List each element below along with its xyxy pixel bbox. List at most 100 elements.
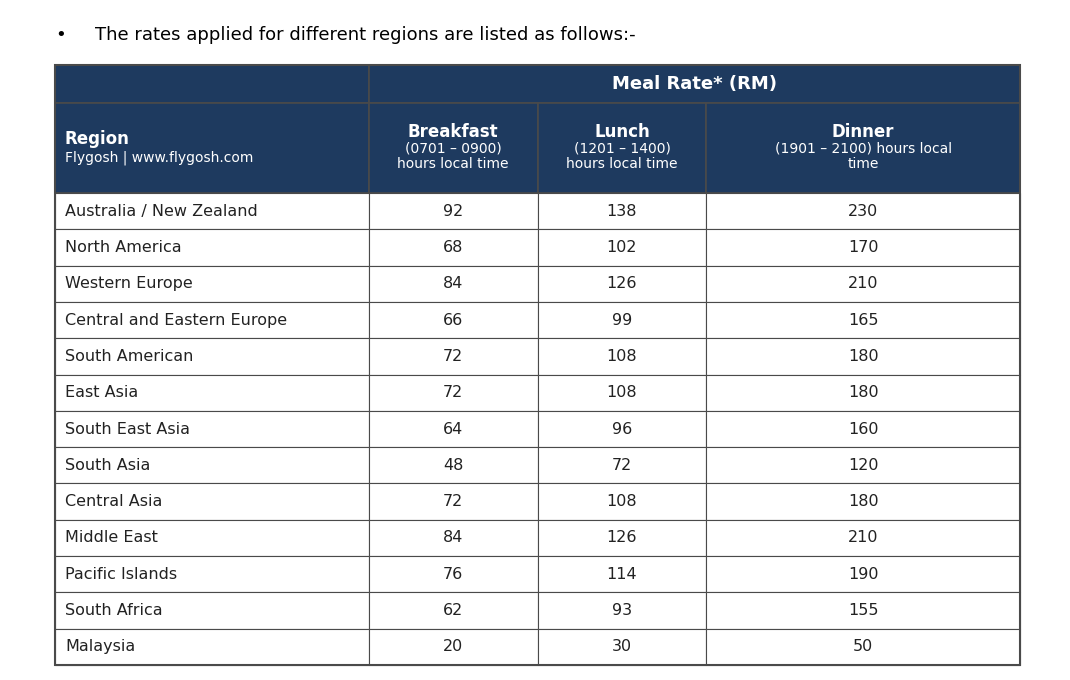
Text: 102: 102: [607, 240, 638, 255]
Text: hours local time: hours local time: [566, 157, 677, 171]
Bar: [706, 520, 1020, 556]
Bar: [537, 556, 706, 592]
Bar: [706, 592, 1020, 629]
Bar: [369, 629, 537, 665]
Text: 62: 62: [443, 603, 463, 618]
Text: (0701 – 0900): (0701 – 0900): [404, 141, 502, 155]
Text: 72: 72: [612, 458, 632, 473]
Bar: [369, 592, 537, 629]
Bar: [55, 375, 369, 411]
Bar: [537, 483, 706, 520]
Bar: [369, 103, 537, 193]
Text: 120: 120: [847, 458, 878, 473]
Text: North America: North America: [65, 240, 182, 255]
Text: 108: 108: [607, 349, 638, 364]
Bar: [55, 411, 369, 447]
Text: South East Asia: South East Asia: [65, 422, 190, 437]
Text: The rates applied for different regions are listed as follows:-: The rates applied for different regions …: [95, 26, 636, 44]
Text: Malaysia: Malaysia: [65, 639, 135, 654]
Text: Pacific Islands: Pacific Islands: [65, 566, 178, 581]
Text: 108: 108: [607, 385, 638, 401]
Text: Meal Rate* (RM): Meal Rate* (RM): [612, 75, 777, 93]
Text: 165: 165: [847, 313, 878, 328]
Text: 210: 210: [847, 276, 878, 291]
Bar: [537, 520, 706, 556]
Text: 180: 180: [847, 349, 878, 364]
Bar: [55, 520, 369, 556]
Bar: [706, 483, 1020, 520]
Text: Australia / New Zealand: Australia / New Zealand: [65, 203, 258, 219]
Text: South American: South American: [65, 349, 194, 364]
Bar: [369, 65, 1020, 103]
Text: 99: 99: [612, 313, 632, 328]
Text: Lunch: Lunch: [594, 123, 649, 141]
Text: 160: 160: [847, 422, 878, 437]
Bar: [706, 411, 1020, 447]
Bar: [537, 375, 706, 411]
Text: East Asia: East Asia: [65, 385, 138, 401]
Text: 64: 64: [443, 422, 463, 437]
Text: 108: 108: [607, 494, 638, 509]
Bar: [55, 193, 369, 229]
Bar: [55, 338, 369, 375]
Bar: [706, 302, 1020, 338]
Text: 72: 72: [443, 494, 463, 509]
Bar: [369, 266, 537, 302]
Bar: [369, 302, 537, 338]
Text: 96: 96: [612, 422, 632, 437]
Text: South Asia: South Asia: [65, 458, 151, 473]
Text: Central Asia: Central Asia: [65, 494, 163, 509]
Bar: [706, 447, 1020, 483]
Text: 170: 170: [847, 240, 878, 255]
Text: 92: 92: [443, 203, 463, 219]
Text: 72: 72: [443, 385, 463, 401]
Text: (1201 – 1400): (1201 – 1400): [574, 141, 671, 155]
Text: time: time: [847, 157, 878, 171]
Text: 190: 190: [847, 566, 878, 581]
Bar: [55, 483, 369, 520]
Bar: [537, 338, 706, 375]
Bar: [55, 447, 369, 483]
Text: 48: 48: [443, 458, 463, 473]
Text: (1901 – 2100) hours local: (1901 – 2100) hours local: [775, 141, 951, 155]
Bar: [369, 375, 537, 411]
Bar: [537, 592, 706, 629]
Bar: [369, 193, 537, 229]
Text: 20: 20: [443, 639, 463, 654]
Bar: [369, 229, 537, 266]
Text: Breakfast: Breakfast: [408, 123, 499, 141]
Bar: [537, 229, 706, 266]
Bar: [369, 447, 537, 483]
Bar: [706, 229, 1020, 266]
Bar: [706, 629, 1020, 665]
Text: 93: 93: [612, 603, 632, 618]
Bar: [369, 411, 537, 447]
Text: Flygosh | www.flygosh.com: Flygosh | www.flygosh.com: [65, 150, 254, 165]
Bar: [55, 65, 1020, 665]
Text: 126: 126: [607, 530, 638, 545]
Bar: [706, 193, 1020, 229]
Text: 180: 180: [847, 494, 878, 509]
Bar: [537, 629, 706, 665]
Text: 84: 84: [443, 276, 463, 291]
Bar: [706, 375, 1020, 411]
Text: 66: 66: [443, 313, 463, 328]
Bar: [537, 103, 706, 193]
Text: 114: 114: [607, 566, 638, 581]
Text: Dinner: Dinner: [832, 123, 895, 141]
Bar: [369, 338, 537, 375]
Bar: [369, 520, 537, 556]
Bar: [706, 338, 1020, 375]
Bar: [537, 266, 706, 302]
Text: hours local time: hours local time: [397, 157, 509, 171]
Bar: [369, 556, 537, 592]
Text: 68: 68: [443, 240, 463, 255]
Bar: [706, 103, 1020, 193]
Bar: [55, 592, 369, 629]
Bar: [537, 193, 706, 229]
Text: 180: 180: [847, 385, 878, 401]
Bar: [55, 229, 369, 266]
Bar: [55, 103, 369, 193]
Text: •: •: [55, 26, 65, 44]
Text: 50: 50: [853, 639, 873, 654]
